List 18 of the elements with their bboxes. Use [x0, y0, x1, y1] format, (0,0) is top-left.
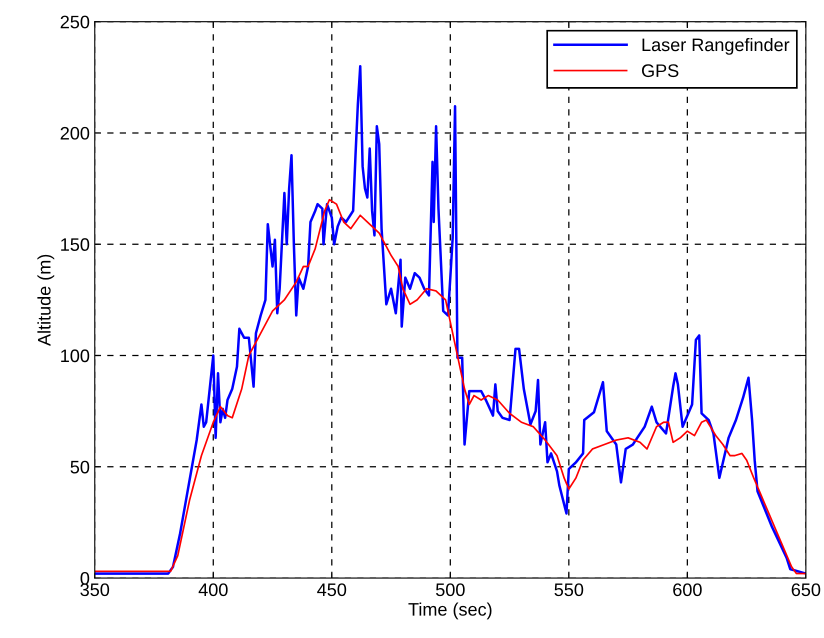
x-tick-label: 450	[317, 583, 346, 596]
x-tick-label: 650	[792, 583, 820, 596]
y-tick-label: 200	[60, 126, 90, 140]
x-tick-label: 500	[436, 583, 465, 596]
y-tick-label: 150	[61, 238, 90, 251]
line-series	[94, 198, 806, 574]
x-tick-label: 350	[80, 583, 110, 596]
y-tick-label: 250	[60, 16, 90, 28]
x-tick-label: 400	[198, 583, 228, 596]
x-tick-label: 550	[554, 583, 584, 596]
legend-label: GPS	[642, 64, 678, 78]
x-axis-title: Time (sec)	[408, 602, 492, 620]
y-tick-label: 100	[61, 349, 90, 362]
y-tick-label: 50	[70, 460, 90, 474]
line-series	[94, 64, 806, 575]
legend-label: Laser Rangefinder	[642, 38, 790, 55]
y-axis-title: Altitude (m)	[37, 254, 54, 346]
x-tick-label: 600	[673, 583, 702, 596]
